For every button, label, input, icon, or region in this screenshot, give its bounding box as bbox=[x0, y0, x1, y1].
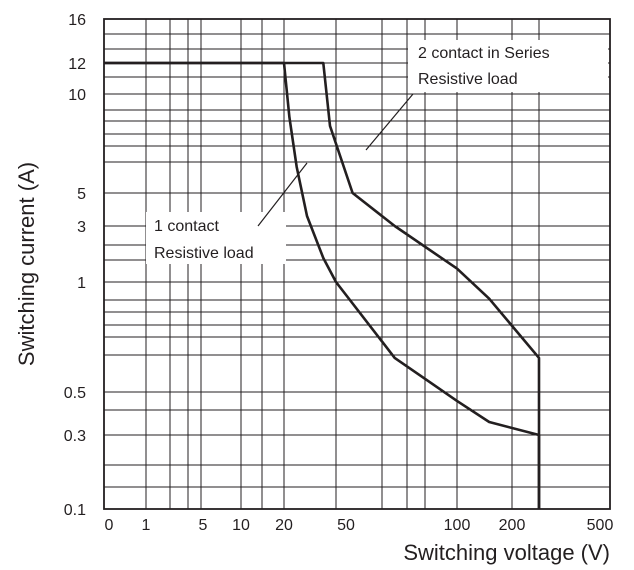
y-tick-label: 5 bbox=[77, 186, 86, 203]
chart-curves bbox=[104, 61, 541, 509]
y-tick-label: 0.5 bbox=[64, 385, 86, 402]
y-tick-labels: 0.1 0.3 0.5 1 3 5 10 12 16 bbox=[64, 12, 86, 519]
x-tick-label: 50 bbox=[337, 517, 355, 534]
annotation-2-contact-bg bbox=[408, 40, 608, 92]
series-line-2-contact-series bbox=[104, 61, 541, 509]
leader-line-1-contact bbox=[257, 162, 308, 227]
y-axis-title: Switching current (A) bbox=[14, 162, 39, 366]
x-tick-label: 1 bbox=[142, 517, 151, 534]
x-tick-label: 10 bbox=[232, 517, 250, 534]
y-tick-label: 0.3 bbox=[64, 428, 86, 445]
x-tick-label: 200 bbox=[499, 517, 526, 534]
x-tick-label: 20 bbox=[275, 517, 293, 534]
annotation-2-contact-line1: 2 contact in Series bbox=[418, 45, 550, 62]
annotation-1-contact: 1 contact Resistive load bbox=[146, 212, 286, 264]
y-tick-label: 3 bbox=[77, 219, 86, 236]
x-axis-title: Switching voltage (V) bbox=[403, 540, 610, 565]
plot-frame bbox=[103, 18, 611, 510]
annotation-2-contact-line2: Resistive load bbox=[418, 71, 518, 88]
y-tick-label: 10 bbox=[68, 87, 86, 104]
leader-line-2-contact bbox=[365, 93, 414, 151]
x-tick-label: 5 bbox=[199, 517, 208, 534]
series-line-1-contact bbox=[104, 61, 541, 509]
y-tick-label: 16 bbox=[68, 12, 86, 29]
annotation-2-contact-series: 2 contact in Series Resistive load bbox=[408, 40, 608, 92]
y-tick-label: 1 bbox=[77, 275, 86, 292]
y-tick-label: 12 bbox=[68, 56, 86, 73]
x-tick-label: 500 bbox=[587, 517, 614, 534]
annotation-1-contact-line2: Resistive load bbox=[154, 245, 254, 262]
x-tick-labels: 0 1 5 10 20 50 100 200 500 bbox=[105, 517, 614, 534]
y-tick-label: 0.1 bbox=[64, 502, 86, 519]
annotation-1-contact-line1: 1 contact bbox=[154, 218, 219, 235]
x-tick-label: 0 bbox=[105, 517, 114, 534]
x-tick-label: 100 bbox=[444, 517, 471, 534]
